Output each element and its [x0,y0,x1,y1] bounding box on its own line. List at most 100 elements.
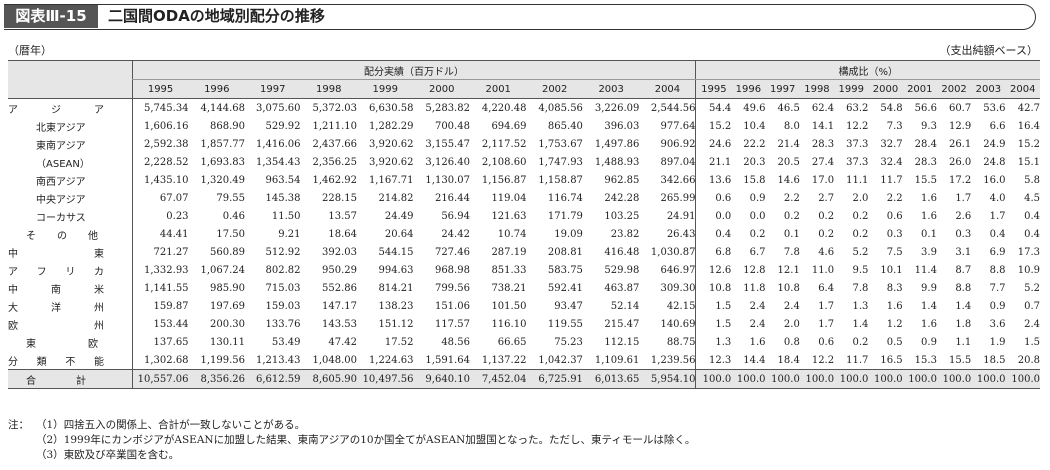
title-bar: 図表Ⅲ-15 二国間ODAの地域別配分の推移 [4,4,1036,30]
share-cell: 0.6 [818,336,835,348]
share-cell: 2.7 [818,192,835,204]
table-row: ア フ リ カ 1,332.93 1,067.24 802.82 950.29 994.63 96… [8,261,1040,279]
amount-cell: 342.66 [660,174,696,186]
amount-cell: 6,725.91 [526,369,583,389]
share-cell: 24.6 [695,135,732,153]
share-cell: 13.6 [695,171,732,189]
amount-cell: 906.92 [660,138,696,150]
share-cell: 1.7 [818,300,835,312]
amount-cell: 897.04 [660,156,696,168]
amount-cell: 67.07 [131,189,189,207]
amount-cell: 1,067.24 [200,264,246,276]
amount-cell: 851.33 [491,264,527,276]
amount-cell: 5,372.03 [312,102,357,114]
row-label: アフリカ [8,261,132,279]
share-cell: 16.4 [1017,120,1040,132]
amount-cell: 17.52 [384,336,414,348]
row-label-char: 中 [8,248,18,260]
amount-cell: 1,158.87 [538,174,583,186]
amount-cell: 216.44 [434,192,470,204]
share-cell: 100.0 [765,369,800,389]
table-row: 中央アジア 67.07 79.55 145.38 228.15 214.82 216.44 1… [8,189,1040,207]
share-cell: 2.2 [783,192,800,204]
amount-cell: 3,226.09 [594,102,640,114]
share-cell: 1.3 [852,300,869,312]
share-cell: 8.7 [955,264,972,276]
amount-cell: 24.49 [384,210,414,222]
share-cell: 26.1 [948,138,972,150]
share-cell: 16.5 [880,354,903,366]
table-row: 東欧 137.65 130.11 53.49 47.42 17.52 48.56 66.65 7… [8,333,1040,351]
share-cell: 9.3 [921,120,937,132]
share-cell: 100.0 [902,369,937,389]
row-label-char: ア [94,104,104,116]
share-cell: 1.7 [818,318,835,330]
share-cell: 100.0 [731,369,766,389]
figure-number-badge: 図表Ⅲ-15 [4,5,98,28]
amount-cell: 1,591.64 [425,354,470,366]
row-label-char: 他 [88,230,98,242]
amount-cell: 700.48 [434,120,470,132]
amount-cell: 0.46 [222,210,246,222]
amount-cell: 544.15 [378,246,414,258]
amount-cell: 1,693.83 [200,156,246,168]
row-label: 中央アジア [36,194,86,206]
amount-cell: 985.90 [210,282,246,294]
amount-cell: 145.38 [265,192,301,204]
share-cell: 1.6 [921,192,937,204]
amount-cell: 529.92 [265,120,301,132]
row-label-text: アフリカ [8,263,104,278]
amount-cell: 159.03 [265,300,301,312]
share-cell: 11.1 [846,174,869,186]
row-label-char: そ [26,230,36,242]
amount-cell: 2,108.60 [481,156,527,168]
amount-cell: 814.21 [378,282,414,294]
share-cell: 1.5 [695,315,732,333]
amount-cell: 1,109.61 [594,354,640,366]
amount-cell: 715.03 [265,282,301,294]
year-header-shares: 2001 [902,79,937,99]
share-cell: 12.2 [811,354,835,366]
footnote-text: 四捨五入の関係上、合計が一致しないことがある。 [63,419,306,431]
table-row: （ASEAN） 2,228.52 1,693.83 1,354.43 2,356.25 3… [8,153,1040,171]
share-cell: 11.4 [914,264,937,276]
amount-cell: 309.30 [660,282,696,294]
row-label: コーカサス [36,212,86,224]
row-label-char: 大 [8,302,18,314]
amount-cell: 463.87 [604,282,640,294]
amount-cell: 8,605.90 [300,369,357,389]
share-cell: 0.7 [1024,300,1040,312]
amount-cell: 93.47 [554,300,583,312]
table-row: 東南アジア 2,592.38 1,857.77 1,416.06 2,437.66 3,9… [8,135,1040,153]
row-label-char: 能 [93,356,104,368]
year-header-amounts: 1999 [356,79,414,99]
amount-cell: 1,753.67 [538,138,583,150]
row-label-text: 大洋州 [8,299,104,314]
share-cell: 10.4 [743,120,766,132]
share-cell: 0.3 [955,228,972,240]
row-label: 大洋州 [8,297,132,315]
unit-note-calendar-year: （暦年） [8,44,52,57]
amount-cell: 1,354.43 [255,156,301,168]
amount-cell: 727.46 [434,246,470,258]
amount-cell: 977.64 [660,120,696,132]
share-cell: 24.8 [983,156,1006,168]
amount-cell: 1,042.37 [538,354,583,366]
table-row: ア ジ ア 5,745.34 4,144.68 3,075.60 5,372.03 6,630… [8,98,1040,117]
amount-cell: 416.48 [604,246,640,258]
row-label: 中東 [8,243,132,261]
amount-cell: 159.87 [131,297,189,315]
share-cell: 27.4 [811,156,835,168]
year-header-amounts: 1996 [188,79,246,99]
row-label-char: 分 [8,356,18,368]
table-row: 大 洋 州 159.87 197.69 159.03 147.17 138.23 151.06 1… [8,297,1040,315]
share-cell: 15.8 [743,174,766,186]
share-cell: 18.5 [983,354,1006,366]
share-cell: 15.1 [1017,156,1040,168]
row-label-char: 欧 [8,320,18,332]
amount-cell: 950.29 [321,264,357,276]
amount-cell: 1,332.93 [131,261,189,279]
share-cell: 0.2 [852,228,869,240]
amount-cell: 1,156.87 [481,174,527,186]
footnote-number: （1） [36,419,64,431]
